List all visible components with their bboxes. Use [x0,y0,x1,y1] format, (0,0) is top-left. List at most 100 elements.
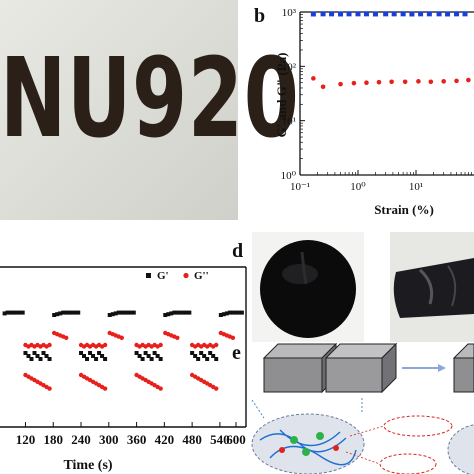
g-prime-point [113,311,118,316]
y-tick-label: 10³ [282,7,297,19]
g-prime-point [202,354,207,358]
g-prime-point [97,351,102,355]
g-prime-point [208,351,213,355]
g-double-prime-point [428,79,434,85]
g-prime-point [41,351,46,355]
g-prime-point [346,11,352,17]
handwriting-photo: NU920 [0,0,299,220]
g-prime-point [310,11,316,17]
g-prime-point [116,310,121,315]
g-prime-point [158,357,163,361]
g-prime-point [355,11,361,17]
g-prime-point [418,11,424,17]
g-prime-point [372,11,378,17]
g-prime-point [103,357,108,361]
g-double-prime-point [214,342,219,348]
g-prime-point [26,354,31,358]
g-prime-point [338,11,344,17]
g-double-prime-point [311,76,316,81]
g-prime-point [400,11,406,17]
hydrogel-stretched-photo [390,232,474,342]
panel-letter-e: e [232,342,241,364]
g-prime-point [67,310,72,315]
g-double-prime-point [230,335,236,340]
g-double-prime-point [47,342,52,348]
g-prime-point [94,357,99,361]
gel-block-right [324,342,398,394]
network-ellipse-right [447,424,474,474]
data-marks [2,310,244,391]
g-prime-point [193,354,198,358]
y-tick-label: 10² [282,61,297,73]
g-prime-point [146,354,151,358]
g-prime-point [462,11,468,17]
g-prime-point [383,11,389,17]
g-double-prime-point [47,386,52,391]
g-double-prime-point [158,386,163,391]
g-prime-point [230,310,235,315]
g-prime-point [233,310,238,315]
g-prime-point [91,354,96,358]
handwritten-text: NU920 [0,34,300,162]
x-tick-label: 120 [16,432,36,447]
g-prime-point [85,357,90,361]
g-prime-point [329,11,335,17]
g-prime-point [23,351,28,355]
x-tick-label: 300 [99,432,119,447]
y-axis-label: G' and G" (Pa) [274,53,289,138]
x-tick-label: 420 [155,432,175,447]
panel-letter-b: b [254,5,265,27]
x-axis-label: Strain (%) [374,202,434,217]
g-prime-point [88,351,93,355]
x-tick-label: 180 [43,432,63,447]
g-prime-point [119,310,124,315]
plot-axes [299,11,474,176]
g-double-prime-point [320,84,326,90]
g-double-prime-point [441,79,446,84]
g-prime-point [363,11,369,17]
g-prime-point [79,351,84,355]
g-prime-point [47,357,52,361]
g-prime-point [70,310,75,315]
g-prime-point [196,357,201,361]
g-prime-point [64,310,69,315]
g-prime-point [409,11,415,17]
panel-letter-d: d [232,240,244,262]
g-double-prime-point [364,80,369,85]
g-double-prime-point [389,79,394,85]
g-prime-point [29,357,34,361]
hydrogel-disc-photo [252,232,364,342]
g-prime-point [20,310,25,315]
chart-legend: G' G'' [146,270,209,282]
g-prime-point [155,354,160,358]
x-axis-label: Time (s) [63,458,112,473]
g-double-prime-point [102,342,108,348]
g-prime-point [52,313,57,317]
g-prime-point [100,354,105,358]
g-double-prime-point [416,79,421,84]
plot-axes [0,266,247,428]
data-marks [310,11,471,90]
g-prime-point [178,310,183,315]
g-prime-point [134,351,139,355]
g-prime-point [218,313,223,317]
g-prime-point [149,357,154,361]
gel-block-healed [452,343,474,393]
g-prime-point [137,354,142,358]
g-prime-point [163,313,168,317]
g-prime-point [73,310,78,315]
g-prime-point [184,310,189,315]
y-tick-label: 10⁰ [281,170,297,182]
g-prime-point [61,310,66,315]
legend-marker-g-double-prime [183,272,189,279]
g-prime-point [227,310,232,315]
g-prime-point [172,310,177,315]
legend-label-g-prime: G' [157,270,169,282]
g-prime-point [190,351,195,355]
g-prime-point [224,311,229,316]
g-prime-point [131,310,136,315]
g-prime-point [445,11,451,17]
legend-marker-g-prime [146,273,151,278]
